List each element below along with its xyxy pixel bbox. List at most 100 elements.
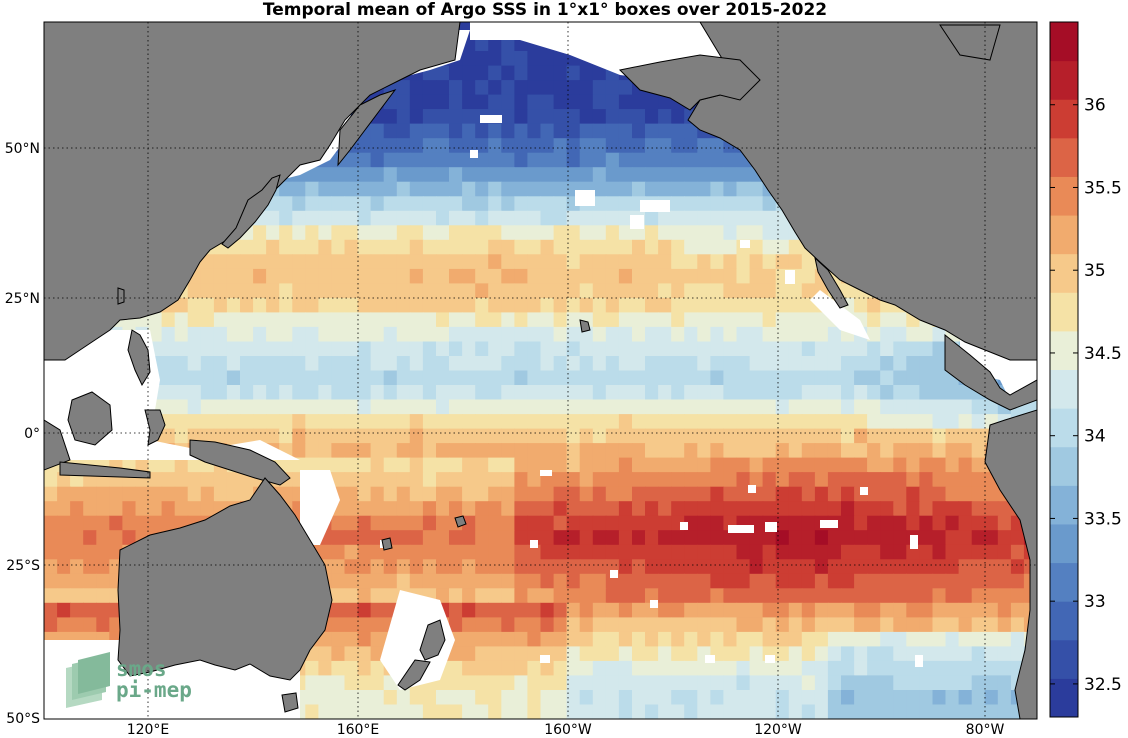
sss-cell — [723, 457, 738, 473]
sss-cell — [684, 152, 698, 168]
sss-cell — [331, 341, 346, 357]
sss-cell — [540, 544, 555, 560]
sss-cell — [135, 486, 150, 502]
sss-cell — [684, 268, 698, 284]
sss-cell — [370, 268, 385, 284]
sss-cell — [331, 399, 346, 415]
sss-cell — [854, 472, 868, 488]
sss-cell — [710, 631, 725, 647]
sss-cell — [501, 254, 515, 270]
sss-cell — [893, 690, 907, 706]
sss-cell — [736, 443, 751, 459]
sss-cell — [801, 341, 816, 357]
sss-cell — [814, 530, 829, 546]
sss-cell — [540, 152, 555, 168]
sss-cell — [96, 559, 110, 575]
fiji-land — [454, 515, 467, 528]
sss-cell — [527, 690, 542, 706]
sss-cell — [344, 283, 359, 299]
sss-cell — [462, 225, 476, 241]
sss-cell — [658, 181, 672, 197]
sss-cell — [788, 544, 803, 560]
colorbar-tick-label: 33 — [1084, 592, 1106, 612]
sss-cell — [305, 675, 319, 691]
sss-cell — [174, 428, 189, 444]
sss-cell — [357, 326, 372, 342]
sss-cell — [736, 196, 751, 212]
sss-cell — [305, 196, 319, 212]
sss-cell — [710, 385, 725, 401]
sss-cell — [762, 602, 777, 618]
sss-cell — [1010, 602, 1025, 618]
sss-cell — [514, 210, 529, 226]
sss-cell — [645, 501, 659, 517]
sss-cell — [422, 399, 437, 415]
sss-cell — [566, 399, 581, 415]
sss-cell — [200, 254, 215, 270]
colorbar-band — [1050, 408, 1078, 448]
sss-cell — [488, 254, 502, 270]
sss-cell — [801, 283, 816, 299]
sss-cell — [997, 675, 1012, 691]
sss-cell — [867, 356, 881, 372]
sss-cell — [697, 501, 711, 517]
sss-cell — [96, 530, 110, 546]
sss-cell — [344, 602, 359, 618]
sss-cell — [514, 399, 529, 415]
sss-cell — [841, 559, 855, 575]
sss-cell — [671, 297, 685, 313]
sss-cell — [57, 588, 71, 604]
sss-cell — [514, 559, 529, 575]
sss-cell — [566, 704, 581, 719]
sss-cell — [44, 573, 58, 589]
sss-cell — [919, 341, 934, 357]
sss-cell — [867, 646, 881, 662]
sss-cell — [226, 356, 241, 372]
sss-cell — [984, 690, 999, 706]
sss-cell — [958, 588, 973, 604]
sss-cell — [749, 457, 764, 473]
sss-cell — [462, 196, 476, 212]
sss-cell — [762, 399, 777, 415]
sss-cell — [344, 428, 359, 444]
sss-cell — [919, 617, 934, 633]
sss-cell — [514, 443, 529, 459]
sss-cell — [867, 631, 881, 647]
sss-cell — [827, 646, 842, 662]
sss-cell — [658, 109, 672, 125]
sss-cell — [762, 501, 777, 517]
sss-cell — [592, 254, 607, 270]
sss-cell — [671, 370, 685, 386]
sss-cell — [292, 268, 306, 284]
sss-cell — [814, 544, 829, 560]
sss-cell — [357, 181, 372, 197]
sss-cell — [174, 370, 189, 386]
sss-cell — [396, 138, 411, 154]
sss-cell — [436, 515, 450, 531]
sss-cell — [605, 312, 620, 328]
sss-cell — [396, 414, 411, 430]
sss-cell — [514, 457, 529, 473]
sss-cell — [370, 138, 385, 154]
sss-cell — [632, 631, 646, 647]
sss-cell — [645, 254, 659, 270]
sss-cell — [553, 617, 568, 633]
sss-cell — [475, 181, 489, 197]
sss-cell — [801, 646, 816, 662]
sss-cell — [801, 660, 816, 676]
sss-cell — [449, 196, 463, 212]
sss-cell — [422, 181, 437, 197]
sss-cell — [932, 472, 947, 488]
sss-cell — [632, 225, 646, 241]
sss-cell — [605, 254, 620, 270]
sss-cell — [357, 559, 372, 575]
sss-cell — [723, 443, 738, 459]
sss-cell — [501, 414, 515, 430]
sss-cell — [775, 399, 790, 415]
sss-cell — [527, 268, 542, 284]
sss-cell — [854, 457, 868, 473]
sss-cell — [449, 109, 463, 125]
sss-cell — [775, 414, 790, 430]
sss-cell — [331, 675, 346, 691]
sss-cell — [226, 370, 241, 386]
